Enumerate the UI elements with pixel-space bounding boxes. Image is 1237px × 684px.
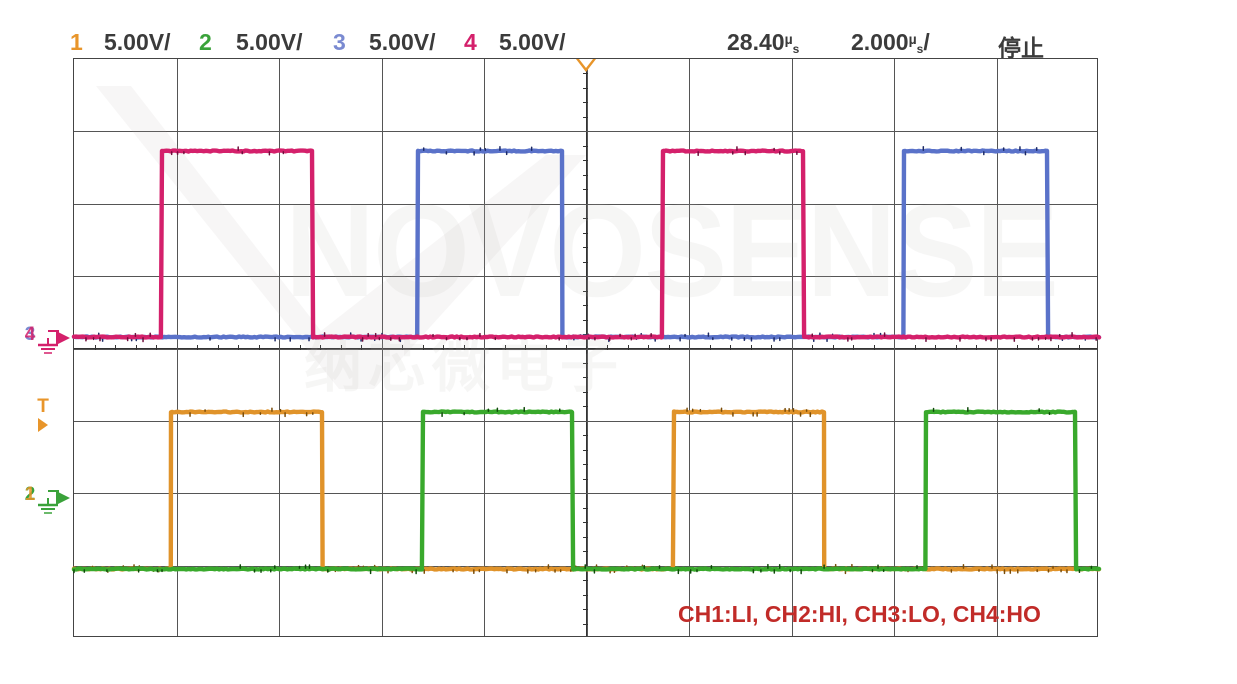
svg-text:1: 1 <box>25 484 36 505</box>
svg-text:4: 4 <box>25 324 36 345</box>
